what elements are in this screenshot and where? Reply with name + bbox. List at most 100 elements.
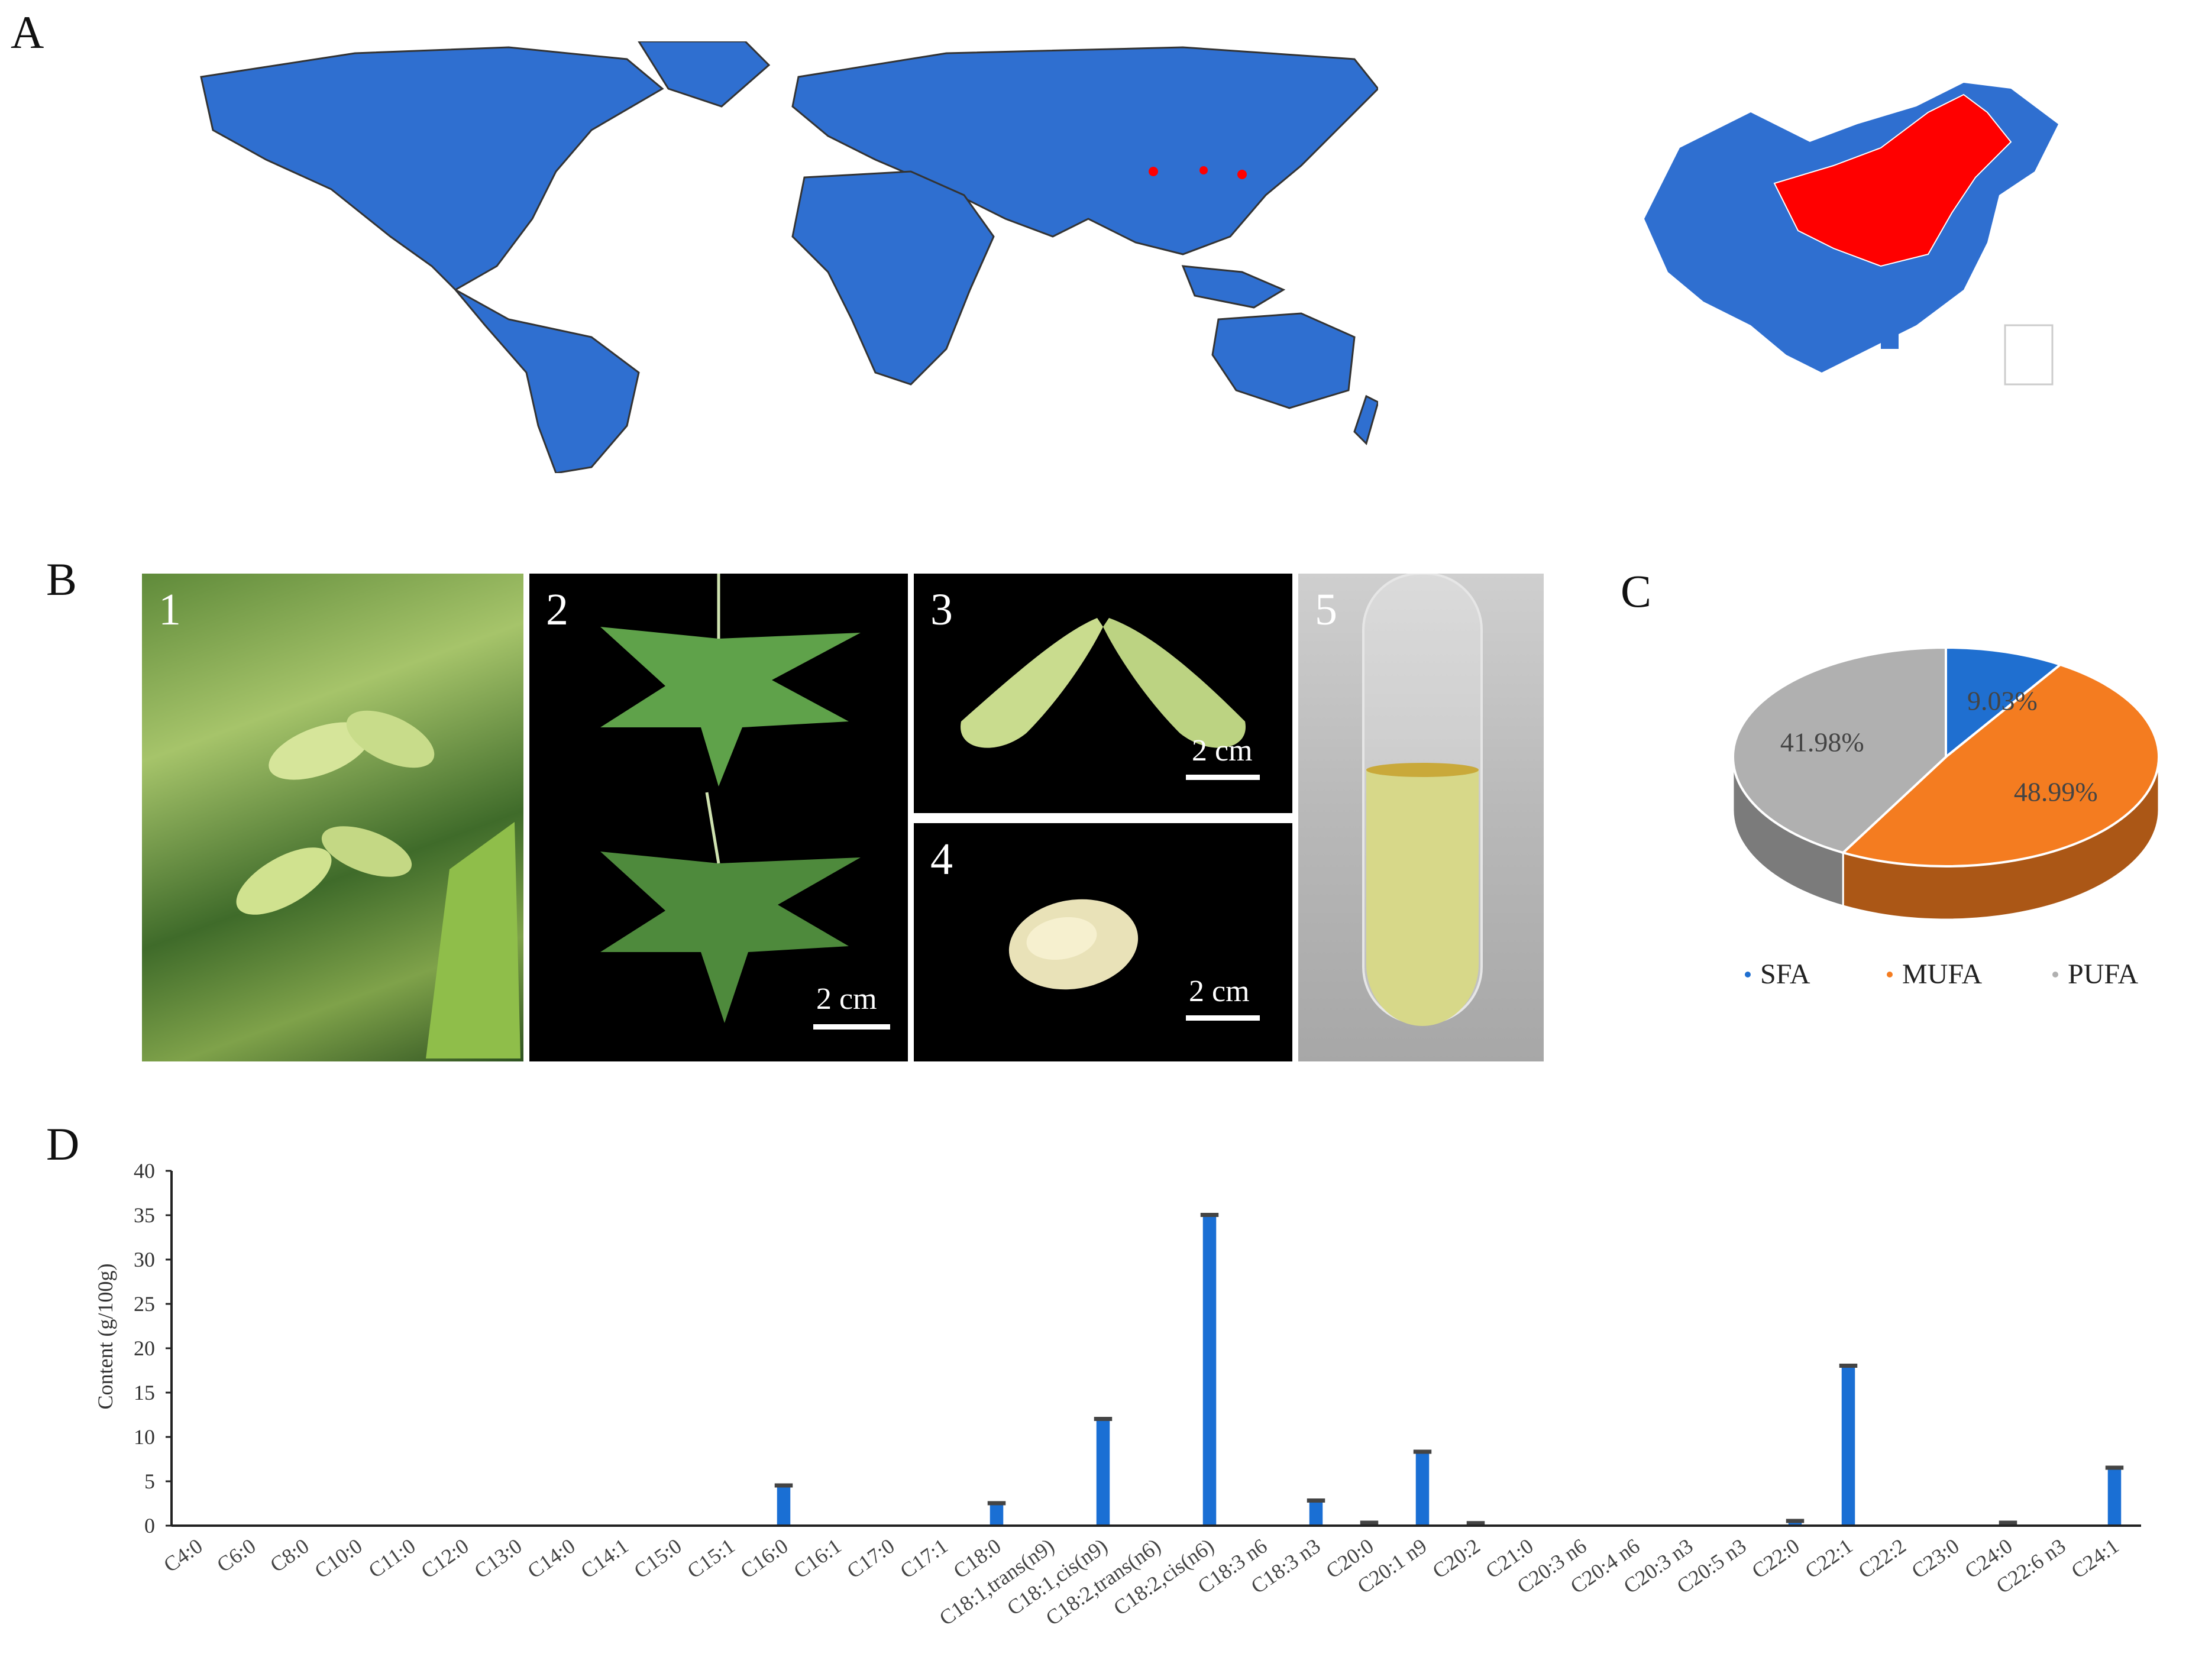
photo-seed: 4 2 cm xyxy=(914,823,1292,1061)
error-bar xyxy=(1999,1520,2017,1525)
fatty-acid-bar-chart: Content (g/100g) 0 5 10 15 20 25 30 35 40 C4:0 C6… xyxy=(93,1159,2141,1630)
taiwan-shape xyxy=(1881,325,1899,349)
pie-slice-sfa xyxy=(1945,646,2063,760)
x-tick-label: C17:0 xyxy=(843,1534,899,1583)
photo-number: 2 xyxy=(546,585,568,635)
x-tick-label: C4:0 xyxy=(159,1534,206,1577)
legend-label-sfa: SFA xyxy=(1760,959,1810,990)
pie-slice-mufa xyxy=(1841,663,2161,867)
photo-tree-branch: 1 xyxy=(142,574,523,1061)
photo-number: 3 xyxy=(930,585,953,635)
y-tick-label: 35 xyxy=(134,1203,155,1227)
pie-label-pufa: 41.98% xyxy=(1780,727,1864,757)
x-tick-label: C23:0 xyxy=(1907,1534,1964,1583)
scale-label: 2 cm xyxy=(1192,734,1253,768)
legend-label-pufa: PUFA xyxy=(2068,959,2139,990)
pie-chart: 9.03% 48.99% 41.98% xyxy=(1732,646,2161,921)
x-tick-label: C24:1 xyxy=(2067,1534,2123,1583)
error-bar xyxy=(1307,1498,1325,1503)
photo-number: 5 xyxy=(1315,585,1337,635)
scale-bar xyxy=(1186,1015,1260,1021)
panel-letter-c: C xyxy=(1621,565,1652,617)
error-bar xyxy=(1839,1364,1858,1368)
y-tick-label: 20 xyxy=(134,1336,155,1360)
indonesia-shape xyxy=(1181,265,1286,309)
x-tick-label: C10:0 xyxy=(311,1534,367,1583)
x-tick-label: C14:1 xyxy=(577,1534,633,1583)
x-tick-label: C17:1 xyxy=(896,1534,952,1583)
distribution-dots xyxy=(1149,166,1247,179)
x-tick-label: C15:0 xyxy=(630,1534,686,1583)
y-tick-label: 10 xyxy=(134,1425,155,1449)
scale-bar xyxy=(1186,775,1260,780)
panel-letter-b: B xyxy=(46,553,77,605)
scale-label: 2 cm xyxy=(1189,975,1250,1008)
pie-legend: SFA MUFA PUFA xyxy=(1745,952,2171,993)
bar-C18-1-cis-n9- xyxy=(1096,1419,1110,1526)
x-tick-label: C6:0 xyxy=(212,1534,260,1577)
x-tick-label: C11:0 xyxy=(364,1534,420,1582)
bar-C22-1 xyxy=(1841,1366,1855,1526)
scale-label: 2 cm xyxy=(816,982,877,1016)
x-tick-label: C14:0 xyxy=(523,1534,580,1583)
error-bar xyxy=(987,1501,1006,1506)
africa-shape xyxy=(791,170,995,386)
australia-shape xyxy=(1211,312,1356,409)
greenland-shape xyxy=(638,41,771,108)
y-tick-label: 0 xyxy=(144,1514,155,1537)
legend-label-mufa: MUFA xyxy=(1902,959,1983,990)
error-bar xyxy=(1360,1520,1379,1525)
legend-item-mufa: MUFA xyxy=(1887,958,1982,990)
pie-label-mufa: 48.99% xyxy=(2014,777,2098,807)
bar-C18-3-n3 xyxy=(1309,1501,1323,1526)
panel-letter-d: D xyxy=(46,1118,80,1170)
photo-number: 4 xyxy=(930,834,953,884)
pie-label-sfa: 9.03% xyxy=(1967,685,2038,716)
scale-bar xyxy=(813,1024,890,1030)
bar-C20-1-n9 xyxy=(1415,1452,1430,1526)
new-zealand-shape xyxy=(1353,394,1378,445)
y-axis-label: Content (g/100g) xyxy=(93,1264,117,1410)
error-bar xyxy=(1413,1449,1432,1454)
x-tick-label: C12:0 xyxy=(417,1534,473,1583)
photo-number: 1 xyxy=(159,585,181,635)
photo-oil-tube: 5 xyxy=(1298,574,1544,1061)
bar-C16-0 xyxy=(777,1485,791,1526)
bar-C18-2-cis-n6- xyxy=(1202,1215,1217,1526)
x-tick-label: C20:2 xyxy=(1428,1534,1485,1583)
error-bar xyxy=(1094,1417,1113,1421)
y-tick-label: 25 xyxy=(134,1292,155,1316)
legend-item-sfa: SFA xyxy=(1745,958,1810,990)
south-america-shape xyxy=(454,289,640,473)
y-tick-label: 40 xyxy=(134,1159,155,1183)
x-tick-label: C13:0 xyxy=(470,1534,526,1583)
inset-box xyxy=(2004,324,2054,386)
error-bar xyxy=(1786,1519,1805,1523)
photo-samara: 3 2 cm xyxy=(914,574,1292,813)
x-tick-label: C15:1 xyxy=(683,1534,739,1583)
photo-leaves: 2 2 cm xyxy=(529,574,908,1061)
error-bar xyxy=(1466,1521,1485,1526)
panel-letter-a: A xyxy=(11,7,44,58)
x-tick-label: C22:1 xyxy=(1801,1534,1857,1583)
x-tick-label: C22:2 xyxy=(1854,1534,1910,1583)
north-america-shape xyxy=(200,46,664,291)
x-tick-label: C8:0 xyxy=(266,1534,313,1577)
error-bar xyxy=(1200,1213,1219,1217)
pie-slice-pufa xyxy=(1732,646,1947,854)
legend-marker-pufa xyxy=(2052,971,2058,977)
bar-C22-0 xyxy=(1788,1521,1802,1526)
x-tick-label: C16:0 xyxy=(736,1534,793,1583)
legend-item-pufa: PUFA xyxy=(2052,958,2138,990)
eurasia-shape xyxy=(791,46,1378,255)
y-tick-label: 5 xyxy=(144,1469,155,1493)
world-map xyxy=(200,41,1378,473)
y-tick-label: 15 xyxy=(134,1381,155,1404)
x-tick-label: C22:0 xyxy=(1748,1534,1804,1583)
china-map xyxy=(1644,83,2058,386)
bar-C18-0 xyxy=(990,1503,1004,1526)
error-bar xyxy=(774,1483,793,1488)
y-tick-label: 30 xyxy=(134,1248,155,1271)
x-tick-label: C16:1 xyxy=(790,1534,846,1583)
error-bar xyxy=(2105,1465,2124,1470)
